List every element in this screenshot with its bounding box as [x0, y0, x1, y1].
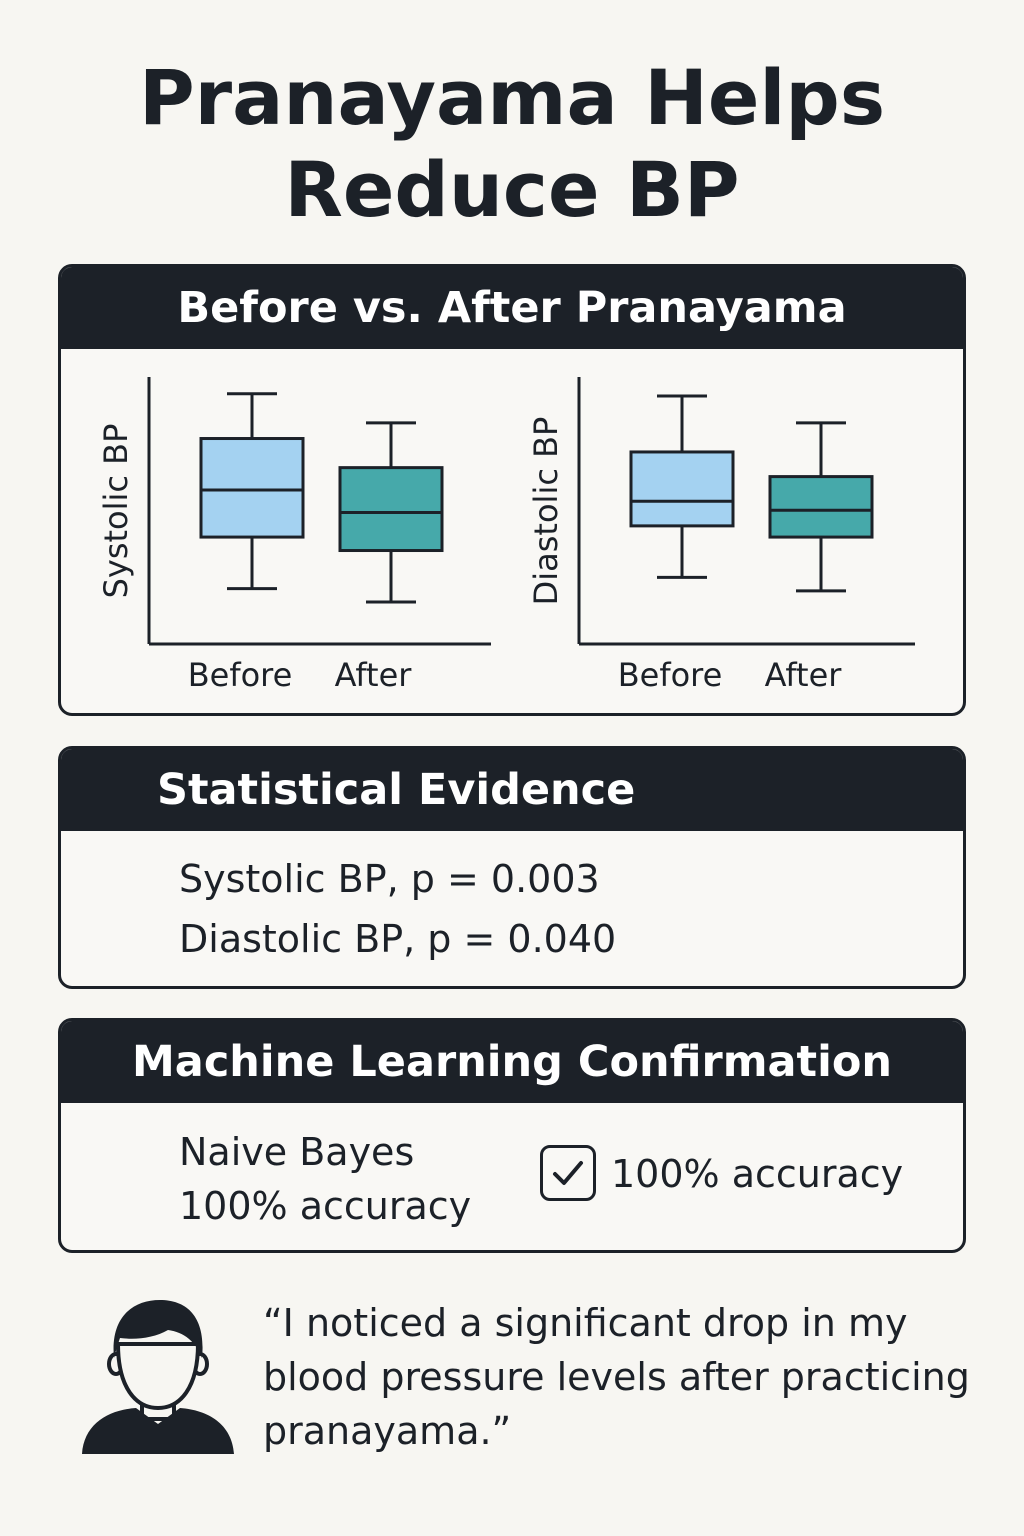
diastolic-before-category-label: Before — [618, 656, 723, 694]
diastolic-after-category-label: After — [765, 656, 843, 694]
title-line-1: Pranayama Helps — [138, 53, 886, 142]
diastolic-y-label: Diastolic BP — [527, 417, 565, 606]
person-avatar-icon — [80, 1298, 236, 1462]
diastolic-before-box — [629, 450, 735, 528]
confirmed-accuracy: 100% accuracy — [611, 1152, 904, 1196]
ml-panel-heading: Machine Learning Confirmation — [61, 1021, 963, 1103]
model-accuracy: 100% accuracy — [179, 1184, 472, 1228]
systolic-y-label: Systolic BP — [97, 424, 135, 599]
stats-panel: Statistical Evidence Systolic BP, p = 0.… — [58, 746, 966, 989]
systolic-before-box — [199, 437, 305, 539]
boxplot-charts: Systolic BP Before After Diastolic BP Before… — [97, 377, 915, 694]
model-name: Naive Bayes — [179, 1130, 415, 1174]
title-line-2: Reduce BP — [284, 145, 740, 234]
diastolic-after-box — [768, 475, 874, 539]
systolic-after-category-label: After — [335, 656, 413, 694]
stats-panel-heading: Statistical Evidence — [61, 749, 963, 831]
systolic-before-category-label: Before — [188, 656, 293, 694]
diastolic-p-value: Diastolic BP, p = 0.040 — [179, 917, 617, 961]
ml-panel: Machine Learning Confirmation Naive Baye… — [58, 1018, 966, 1253]
systolic-p-value: Systolic BP, p = 0.003 — [179, 857, 600, 901]
charts-panel-heading: Before vs. After Pranayama — [61, 267, 963, 349]
systolic-after-box — [338, 466, 444, 553]
page-title: Pranayama Helps Reduce BP — [0, 52, 1024, 236]
checkmark-box-icon — [540, 1145, 596, 1201]
charts-panel: Before vs. After Pranayama Systolic BP Be… — [58, 264, 966, 716]
testimonial-quote: “I noticed a significant drop in my bloo… — [263, 1301, 970, 1453]
